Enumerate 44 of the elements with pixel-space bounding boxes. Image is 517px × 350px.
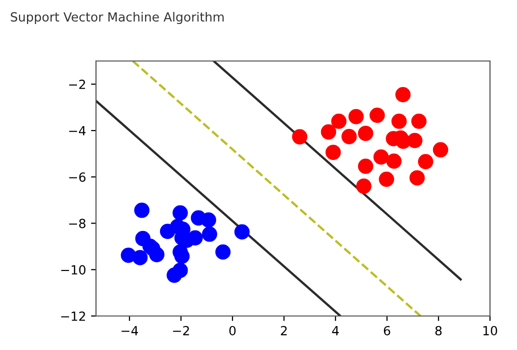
point (411, 114, 427, 129)
x-tick-label: 8 (435, 326, 442, 336)
point (356, 178, 372, 194)
x-tick-label: −2 (173, 326, 189, 336)
point (134, 202, 150, 218)
y-tick-label: −10 (61, 265, 86, 275)
x-tick-label: 0 (229, 326, 236, 336)
x-tick-label: 10 (483, 326, 498, 336)
y-tick-label: −2 (69, 80, 86, 89)
point (234, 224, 250, 240)
point (432, 142, 448, 158)
y-tick-label: −6 (69, 172, 86, 182)
point (391, 114, 407, 129)
chart-title: Support Vector Machine Algorithm (10, 12, 224, 24)
y-tick-label: −12 (61, 311, 86, 321)
point (292, 129, 308, 144)
point (166, 268, 182, 283)
point (358, 126, 374, 141)
point (409, 170, 425, 186)
point (370, 108, 385, 123)
y-tick-label: −8 (69, 218, 86, 228)
point (378, 172, 394, 187)
point (200, 212, 216, 228)
x-tick-label: 2 (280, 326, 287, 336)
point (172, 205, 188, 220)
point (358, 158, 374, 174)
point (342, 128, 357, 144)
point (386, 154, 402, 169)
point (145, 240, 160, 256)
point (320, 124, 336, 140)
x-tick-label: 4 (332, 326, 339, 336)
point (215, 244, 231, 260)
point (202, 226, 218, 242)
point (331, 114, 346, 129)
y-tick-label: −4 (69, 126, 86, 136)
x-tick-label: −4 (122, 326, 138, 336)
x-tick-label: 6 (384, 326, 390, 336)
point (326, 144, 341, 160)
point (348, 108, 364, 124)
point (418, 154, 434, 170)
point (132, 250, 148, 266)
point (373, 149, 389, 165)
point (407, 132, 422, 148)
point (395, 86, 411, 102)
